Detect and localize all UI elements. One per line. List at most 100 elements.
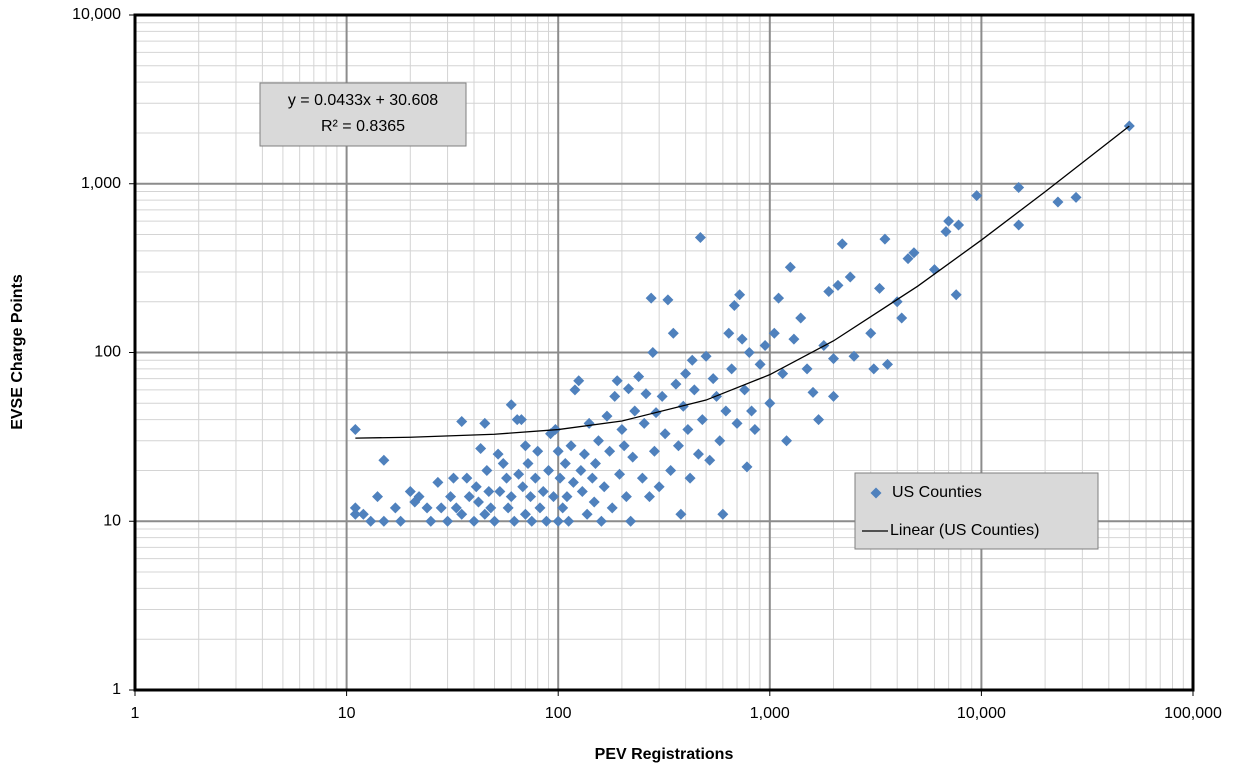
point (754, 358, 766, 370)
point (475, 442, 487, 454)
point (682, 423, 694, 435)
point (616, 423, 628, 435)
point (501, 472, 513, 484)
point (623, 383, 635, 395)
point (563, 515, 575, 527)
point (627, 451, 639, 463)
point (692, 448, 704, 460)
point (559, 457, 571, 469)
point (508, 515, 520, 527)
point (578, 448, 590, 460)
point (425, 515, 437, 527)
point (389, 502, 401, 514)
point (844, 271, 856, 283)
point (672, 440, 684, 452)
point (707, 373, 719, 385)
point (447, 472, 459, 484)
point (395, 515, 407, 527)
point (781, 435, 793, 447)
point (728, 299, 740, 311)
point (700, 350, 712, 362)
point (581, 508, 593, 520)
point (1013, 182, 1025, 194)
point (519, 508, 531, 520)
point (633, 371, 645, 383)
point (588, 496, 600, 508)
point (896, 312, 908, 324)
point (723, 327, 735, 339)
point (567, 476, 579, 488)
point (953, 219, 965, 231)
point (827, 390, 839, 402)
point (561, 491, 573, 503)
point (734, 289, 746, 301)
y-tick-label: 10 (103, 512, 121, 529)
point (801, 363, 813, 375)
point (472, 496, 484, 508)
point (557, 502, 569, 514)
point (463, 491, 475, 503)
point (882, 358, 894, 370)
point (908, 247, 920, 259)
point (526, 515, 538, 527)
point (836, 238, 848, 250)
point (481, 464, 493, 476)
point (522, 457, 534, 469)
point (638, 417, 650, 429)
point (823, 285, 835, 297)
point (442, 515, 454, 527)
point (378, 515, 390, 527)
point (494, 486, 506, 498)
point (502, 502, 514, 514)
point (517, 481, 529, 493)
x-tick-label: 1,000 (750, 705, 790, 722)
point (688, 384, 700, 396)
point (736, 333, 748, 345)
point (435, 502, 447, 514)
point (357, 508, 369, 520)
point (807, 386, 819, 398)
x-tick-label: 1 (131, 705, 140, 722)
point (586, 472, 598, 484)
point (611, 375, 623, 387)
x-tick-label: 10,000 (957, 705, 1006, 722)
point (670, 378, 682, 390)
point (720, 405, 732, 417)
point (686, 354, 698, 366)
point (662, 294, 674, 306)
point (971, 190, 983, 202)
point (575, 464, 587, 476)
point (349, 502, 361, 514)
point (552, 445, 564, 457)
point (665, 464, 677, 476)
point (505, 399, 517, 411)
point (554, 472, 566, 484)
x-axis-title: PEV Registrations (595, 746, 734, 763)
point (365, 515, 377, 527)
point (940, 226, 952, 238)
point (537, 486, 549, 498)
point (726, 363, 738, 375)
r-squared: R² = 0.8365 (321, 118, 405, 135)
point (349, 508, 361, 520)
x-tick-label: 100,000 (1164, 705, 1222, 722)
y-tick-label: 10,000 (72, 6, 121, 23)
point (461, 472, 473, 484)
point (788, 333, 800, 345)
point (832, 279, 844, 291)
legend-marker (870, 487, 882, 499)
point (749, 423, 761, 435)
point (777, 368, 789, 380)
point (636, 472, 648, 484)
point (456, 508, 468, 520)
point (874, 282, 886, 294)
y-tick-label: 100 (94, 344, 121, 361)
x-tick-label: 100 (545, 705, 572, 722)
legend-label: Linear (US Counties) (890, 522, 1039, 539)
point (552, 515, 564, 527)
point (547, 491, 559, 503)
point (497, 457, 509, 469)
point (618, 440, 630, 452)
point (485, 502, 497, 514)
point (625, 515, 637, 527)
